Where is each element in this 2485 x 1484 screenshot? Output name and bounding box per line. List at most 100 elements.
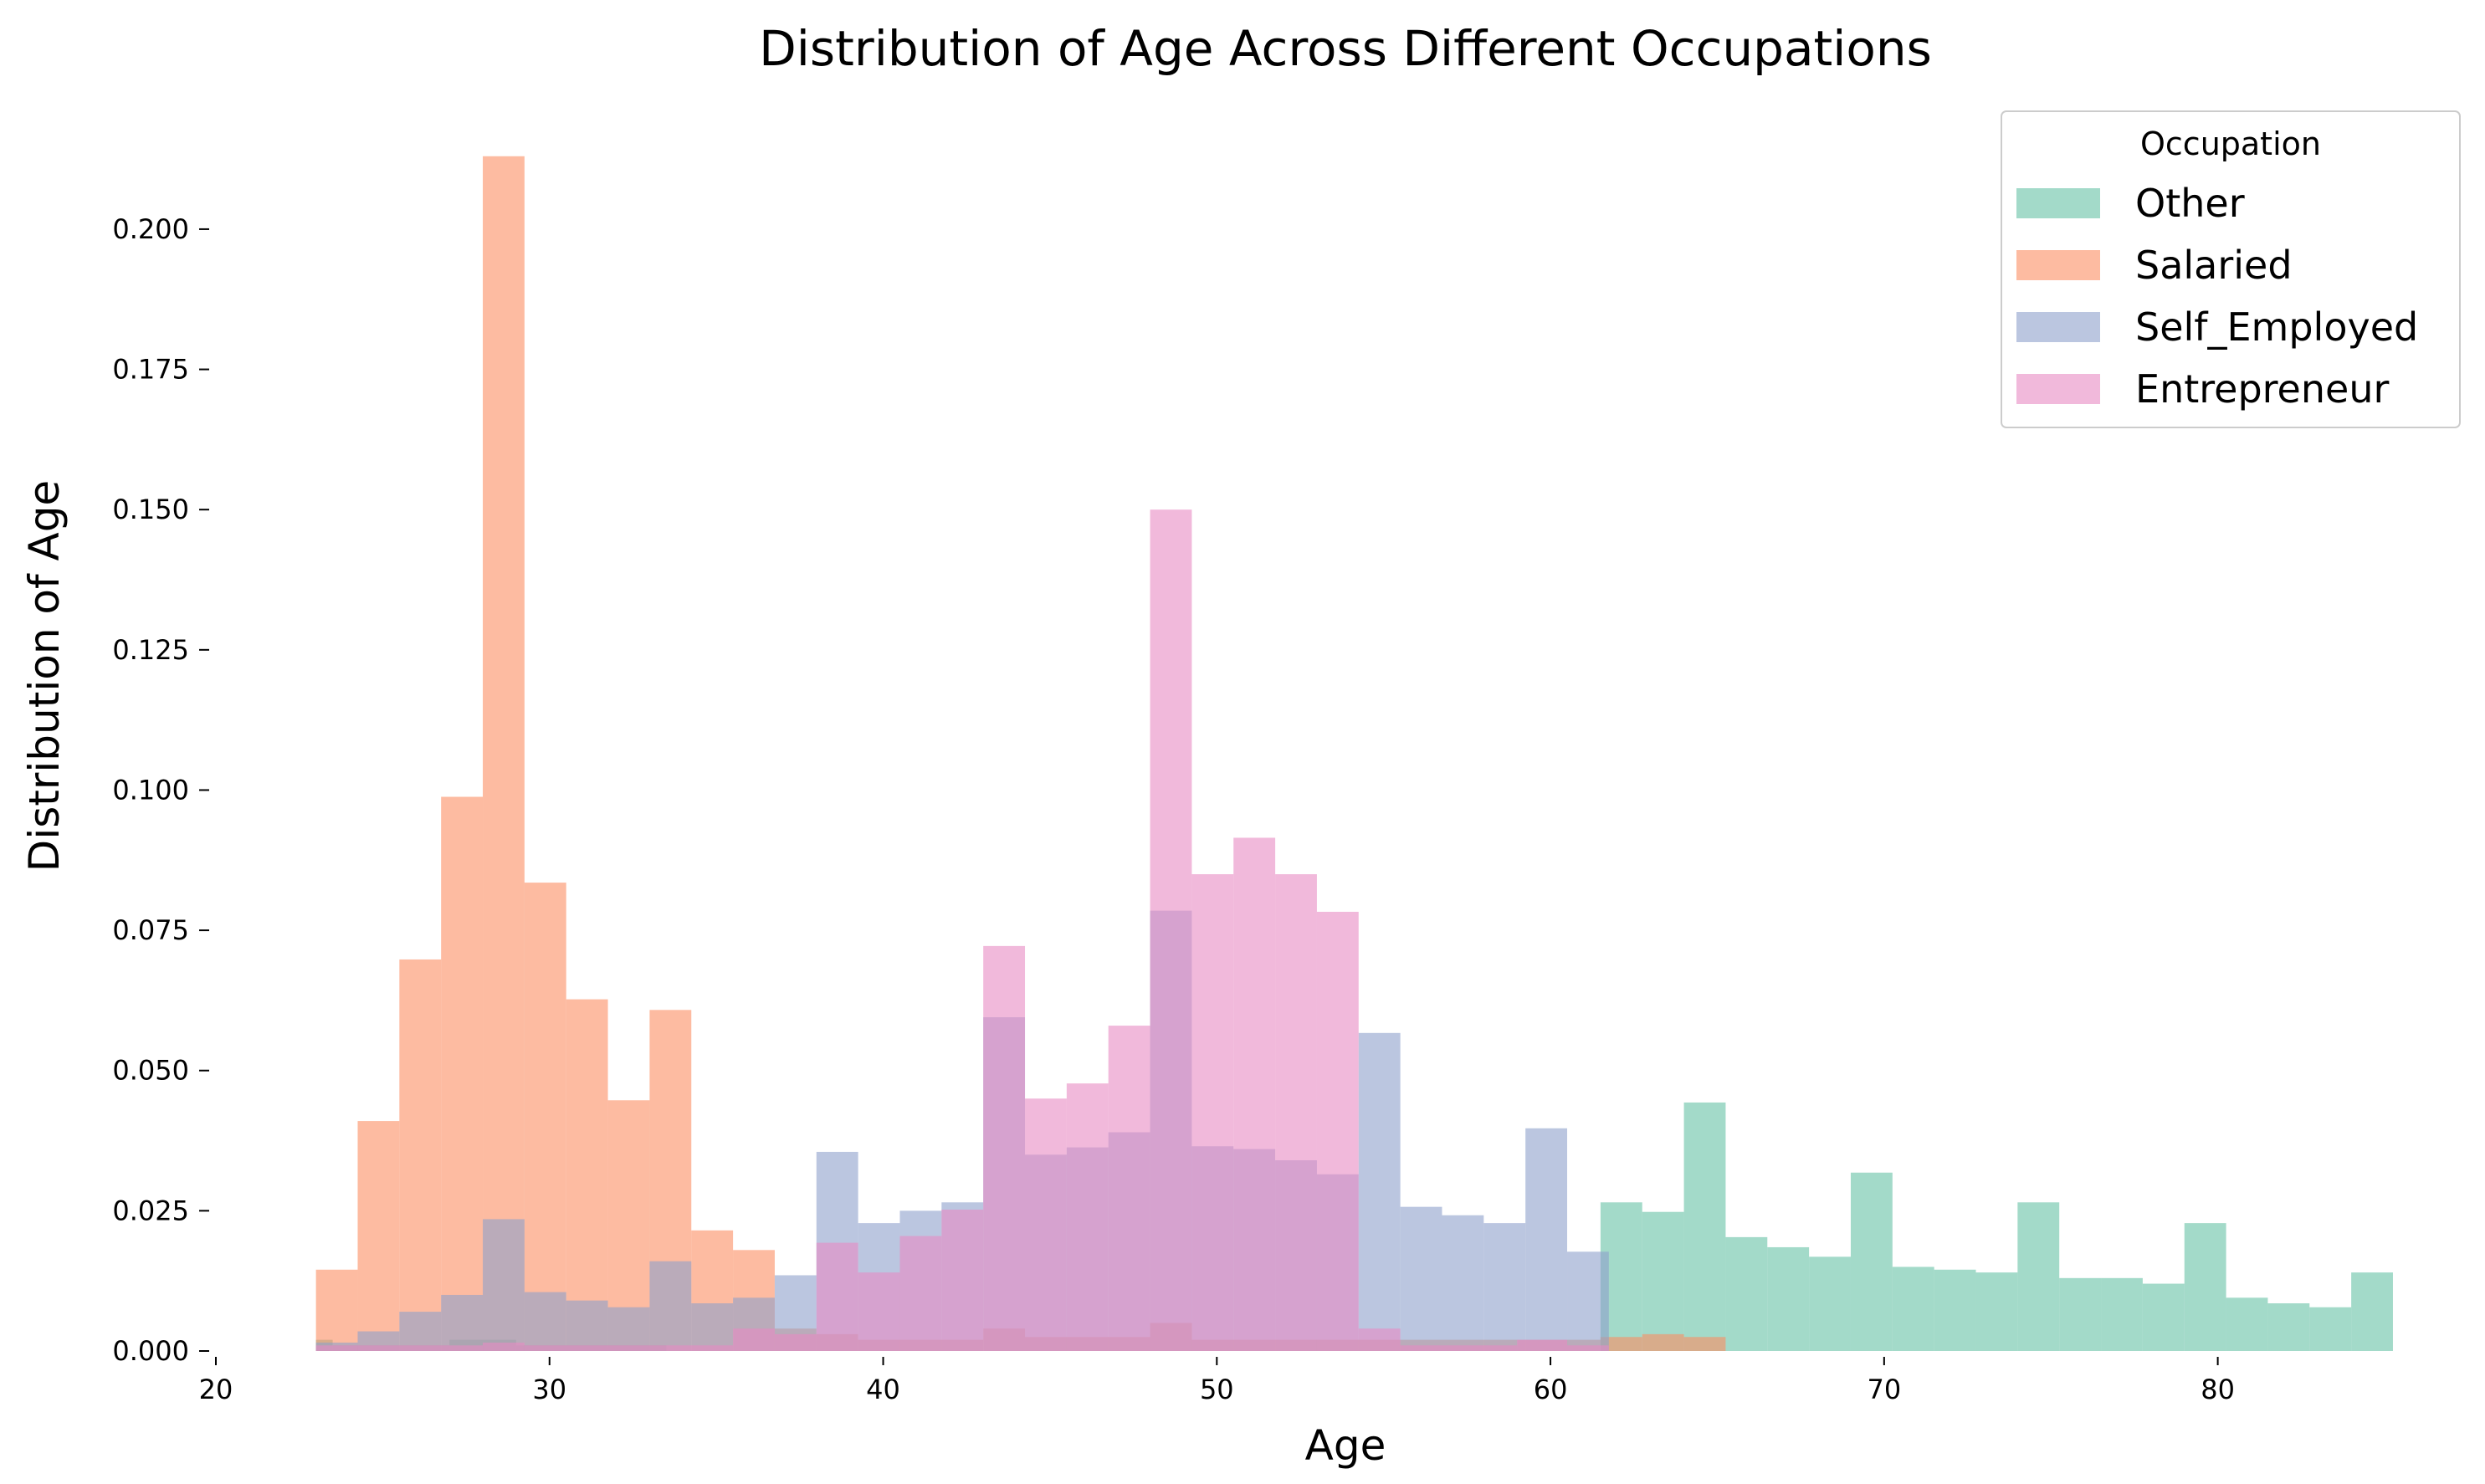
histogram-bar [1725, 1236, 1768, 1351]
histogram-bar [1567, 1345, 1609, 1351]
histogram-bar [2226, 1297, 2268, 1351]
histogram-bar [357, 1121, 400, 1351]
histogram-bar [483, 156, 525, 1352]
histogram-bar [1809, 1256, 1851, 1351]
histogram-bar [899, 1236, 942, 1351]
y-axis: 0.000 0.025 0.050 0.075 0.100 0.125 0.150 0.175… [112, 213, 209, 1367]
x-tick-label: 80 [2201, 1374, 2235, 1405]
legend: Occupation Other Salaried Self_Employed Entr… [2001, 110, 2461, 428]
legend-swatch [2016, 374, 2100, 404]
x-tick-label: 30 [532, 1374, 566, 1405]
series-entrepreneur [315, 509, 1609, 1351]
histogram-bar [1934, 1269, 1976, 1351]
histogram-bar [1233, 837, 1276, 1351]
histogram-bar [524, 883, 566, 1351]
histogram-bar [2267, 1303, 2310, 1351]
histogram-bar [2101, 1277, 2143, 1351]
histogram-bar [1892, 1267, 1934, 1351]
y-axis-label: Distribution of Age [20, 480, 69, 872]
histogram-bar [399, 1312, 442, 1351]
histogram-bar [1108, 1026, 1150, 1351]
chart-title: Distribution of Age Across Different Occ… [759, 20, 1932, 77]
histogram-bar [399, 959, 442, 1351]
histogram-bar [1316, 911, 1359, 1351]
histogram-bar [858, 1272, 900, 1351]
y-tick-label: 0.050 [112, 1055, 189, 1087]
x-tick-label: 20 [199, 1374, 233, 1405]
series-other [315, 1102, 2393, 1351]
x-tick-label: 40 [866, 1374, 900, 1405]
histogram-bar [1642, 1333, 1684, 1351]
y-tick-label: 0.150 [112, 494, 189, 525]
histogram-bar [357, 1345, 484, 1351]
histogram-bar [1191, 874, 1234, 1351]
histogram-bar [983, 945, 1026, 1351]
histogram-bar [649, 1261, 692, 1351]
legend-swatch [2016, 250, 2100, 280]
histogram-bar [1442, 1215, 1484, 1351]
histogram-bar [941, 1210, 984, 1351]
histogram-bar [1525, 1128, 1568, 1351]
legend-label: Salaried [2135, 243, 2293, 288]
histogram-bar [2309, 1307, 2352, 1351]
histogram-bar [1975, 1272, 2018, 1351]
histogram-bar [2017, 1202, 2060, 1351]
histogram-bar [2059, 1277, 2102, 1351]
histogram-bars [315, 156, 2393, 1352]
histogram-bar [524, 1292, 566, 1351]
histogram-bar [1150, 509, 1192, 1351]
histogram-bar [1642, 1211, 1684, 1351]
histogram-bar [566, 999, 608, 1351]
histogram-bar [441, 796, 484, 1351]
histogram-bar [2351, 1272, 2393, 1351]
y-tick-label: 0.100 [112, 774, 189, 806]
y-tick-label: 0.000 [112, 1335, 189, 1367]
histogram-bar [1066, 1083, 1109, 1351]
histogram-bar [483, 1342, 525, 1351]
histogram-bar [315, 1345, 358, 1351]
y-tick-label: 0.200 [112, 213, 189, 245]
series-salaried [315, 156, 1726, 1352]
x-tick-label: 50 [1200, 1374, 1234, 1405]
y-tick-label: 0.125 [112, 634, 189, 666]
legend-box [2001, 110, 2461, 428]
legend-swatch [2016, 188, 2100, 218]
y-tick-label: 0.175 [112, 354, 189, 386]
histogram-bar [1400, 1206, 1442, 1351]
histogram-bar [1358, 1328, 1401, 1351]
histogram-bar [1275, 874, 1317, 1351]
histogram-bar [1600, 1337, 1642, 1351]
x-axis-label: Age [1305, 1421, 1386, 1470]
histogram-bar [607, 1307, 650, 1351]
legend-swatch [2016, 312, 2100, 342]
histogram-bar [1358, 1032, 1401, 1351]
histogram-bar [1400, 1345, 1518, 1351]
histogram-bar [733, 1328, 775, 1351]
histogram-bar [1683, 1102, 1726, 1351]
x-axis: 20 30 40 50 60 70 80 [199, 1357, 2235, 1405]
histogram-bar [483, 1219, 525, 1351]
histogram-bar [691, 1303, 734, 1351]
legend-label: Other [2135, 181, 2245, 226]
legend-label: Entrepreneur [2135, 366, 2389, 412]
legend-title: Occupation [2140, 125, 2321, 162]
histogram-bar [566, 1300, 608, 1351]
histogram-bar [2142, 1283, 2185, 1351]
x-tick-label: 70 [1867, 1374, 1901, 1405]
x-tick-label: 60 [1534, 1374, 1568, 1405]
histogram-bar [315, 1269, 358, 1351]
histogram-bar [1683, 1337, 1726, 1351]
y-tick-label: 0.025 [112, 1195, 189, 1226]
legend-label: Self_Employed [2135, 304, 2418, 350]
histogram-bar [2184, 1223, 2226, 1351]
histogram-bar [524, 1345, 734, 1351]
histogram-bar [816, 1242, 858, 1351]
histogram-bar [1850, 1172, 1893, 1351]
histogram-bar [1567, 1251, 1609, 1351]
histogram-bar [774, 1333, 817, 1351]
histogram-bar [1767, 1246, 1810, 1351]
histogram-bar [441, 1294, 484, 1351]
histogram-bar [1483, 1223, 1526, 1351]
histogram-bar [1025, 1098, 1067, 1351]
